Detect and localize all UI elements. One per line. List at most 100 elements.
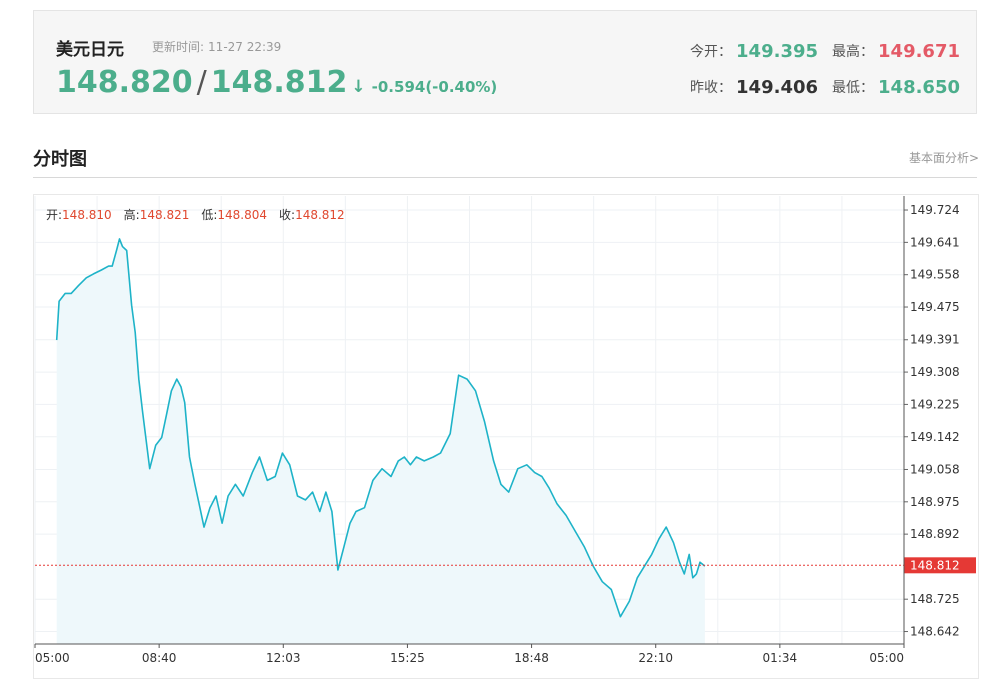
y-tick-label: 148.975	[910, 495, 960, 509]
price-point	[209, 507, 211, 509]
current-price-tag	[904, 557, 976, 574]
price-point	[692, 577, 694, 579]
price-point	[601, 581, 603, 583]
price-point	[679, 561, 681, 563]
y-tick-label: 149.391	[910, 333, 960, 347]
price-line	[55, 238, 706, 618]
price-point	[126, 250, 128, 252]
price-change: -0.594(-0.40%)	[371, 78, 498, 96]
stat-low-label: 最低：	[832, 80, 875, 96]
price-point	[397, 460, 399, 462]
intraday-chart[interactable]: 149.724 149.641 149.558 149.475 149.391 149.3…	[33, 194, 979, 679]
price-point	[699, 561, 701, 563]
stat-high-value: 149.671	[878, 40, 960, 62]
price-point	[70, 292, 72, 294]
price-point	[116, 250, 118, 252]
stat-low-value: 148.650	[878, 76, 960, 98]
price-bid: 148.820	[56, 65, 193, 100]
price-point	[141, 409, 143, 411]
price-point	[355, 511, 357, 513]
stat-high: 最高： 149.671	[832, 41, 960, 62]
price-point	[176, 378, 178, 380]
price-point	[337, 569, 339, 571]
price-point	[683, 573, 685, 575]
ohlc-low-value: 148.804	[217, 208, 268, 222]
stats-row-1: 今开： 149.395 最高： 149.671	[676, 33, 960, 69]
price-point	[161, 437, 163, 439]
price-point	[78, 285, 80, 287]
price-point	[403, 456, 405, 458]
price-point	[319, 511, 321, 513]
fundamental-analysis-link[interactable]: 基本面分析>	[908, 151, 979, 165]
price-point	[108, 265, 110, 267]
ohlc-readout: 开:148.810 高:148.821 低:148.804 收:148.812	[46, 206, 357, 223]
price-point	[466, 378, 468, 380]
price-point	[517, 468, 519, 470]
x-tick-label: 01:34	[763, 651, 798, 665]
price-point	[119, 238, 121, 240]
price-point	[203, 526, 205, 528]
price-point	[227, 495, 229, 497]
price-point	[325, 491, 327, 493]
update-time-value: 11-27 22:39	[208, 40, 282, 54]
price-point	[184, 402, 186, 404]
stat-open-value: 149.395	[736, 40, 819, 62]
price-point	[198, 503, 200, 505]
price-point	[331, 511, 333, 513]
y-tick-label: 148.892	[910, 527, 960, 541]
price-point	[610, 589, 612, 591]
ohlc-close-value: 148.812	[295, 208, 345, 222]
price-point	[56, 339, 58, 341]
y-tick-label: 149.475	[910, 300, 960, 314]
x-tick-label: 15:25	[390, 651, 425, 665]
quote-panel: 美元日元 更新时间: 11-27 22:39 148.820/148.812 ↓ -0…	[33, 10, 977, 114]
price-point	[658, 538, 660, 540]
y-tick-label: 148.725	[910, 592, 960, 606]
price-point	[665, 526, 667, 528]
x-tick-label: 22:10	[638, 651, 673, 665]
price-point	[138, 378, 140, 380]
x-tick-label: 05:00	[35, 651, 70, 665]
price-point	[281, 452, 283, 454]
stat-high-label: 最高：	[832, 44, 875, 60]
stat-prev-close-label: 昨收：	[690, 80, 733, 96]
price-point	[189, 456, 191, 458]
current-price-label: 148.812	[910, 558, 960, 572]
price-display: 148.820/148.812 ↓ -0.594(-0.40%)	[56, 65, 497, 100]
x-tick-label: 05:00	[869, 651, 904, 665]
price-point	[636, 577, 638, 579]
price-point	[266, 479, 268, 481]
section-divider	[33, 177, 977, 178]
price-point	[215, 495, 217, 497]
price-point	[251, 472, 253, 474]
y-tick-label: 149.308	[910, 365, 960, 379]
price-point	[390, 476, 392, 478]
price-point	[64, 292, 66, 294]
price-point	[274, 476, 276, 478]
price-point	[583, 546, 585, 548]
price-point	[628, 600, 630, 602]
y-tick-label: 149.641	[910, 235, 960, 249]
down-arrow-icon: ↓	[351, 77, 366, 97]
price-point	[695, 573, 697, 575]
price-point	[475, 390, 477, 392]
price-point	[493, 460, 495, 462]
price-point	[673, 542, 675, 544]
price-point	[574, 530, 576, 532]
price-point	[372, 479, 374, 481]
price-point	[556, 503, 558, 505]
price-point	[122, 246, 124, 248]
stat-prev-close: 昨收： 149.406	[690, 77, 818, 98]
y-tick-label: 149.058	[910, 462, 960, 476]
y-tick-label: 148.642	[910, 625, 960, 639]
x-tick-label: 18:48	[514, 651, 549, 665]
price-point	[166, 413, 168, 415]
price-point	[242, 495, 244, 497]
price-point	[688, 553, 690, 555]
price-point	[423, 460, 425, 462]
y-tick-label: 149.142	[910, 430, 960, 444]
ohlc-high-value: 148.821	[139, 208, 190, 222]
price-separator: /	[196, 65, 207, 100]
price-point	[449, 433, 451, 435]
price-ask: 148.812	[210, 65, 348, 100]
